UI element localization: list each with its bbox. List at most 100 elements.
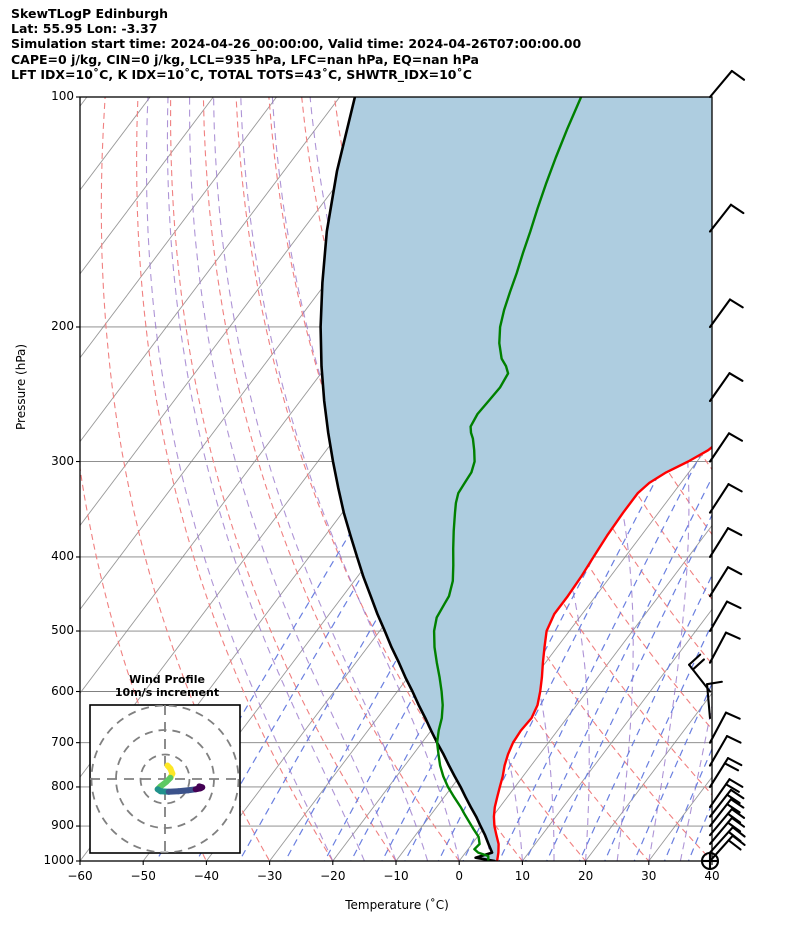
wind-barb <box>708 432 744 463</box>
y-tick-label: 300 <box>51 453 74 468</box>
barb-shaft <box>708 432 731 463</box>
barb-shaft <box>708 631 728 664</box>
barb-shaft <box>708 527 730 559</box>
wind-barb <box>708 527 743 559</box>
wind-barb <box>708 566 743 598</box>
barb-flag <box>725 600 742 610</box>
wind-barb <box>708 298 744 329</box>
cape-shading <box>320 97 712 861</box>
x-tick-label: 40 <box>704 869 720 883</box>
wind-barb <box>708 798 745 828</box>
barb-shaft <box>708 735 729 767</box>
surface-wind-marker <box>700 851 720 871</box>
wind-barb <box>708 816 746 846</box>
barb-flag <box>724 711 741 720</box>
barb-flag <box>726 793 741 805</box>
x-tick-label: −20 <box>320 869 346 883</box>
wind-barb <box>708 600 742 633</box>
y-tick-label: 1000 <box>43 853 74 867</box>
x-tick-label: 30 <box>641 869 657 883</box>
wind-barb <box>708 735 742 767</box>
dry-adiabat-line <box>136 97 334 861</box>
curve-dewpoint <box>432 97 583 861</box>
y-tick-label: 900 <box>51 818 74 833</box>
x-tick-label: −30 <box>256 869 283 883</box>
wind-barb <box>708 631 741 664</box>
x-tick-label: 0 <box>455 869 463 883</box>
y-tick-label: 800 <box>51 778 74 793</box>
barb-flag <box>729 798 745 809</box>
barb-flag <box>726 527 743 537</box>
wind-profile-title: Wind Profile 10m/s increment <box>92 673 242 699</box>
mixing-ratio-line <box>238 128 665 861</box>
barb-flag <box>705 680 723 686</box>
x-axis-label: Temperature (˚C) <box>345 898 449 912</box>
barb-flag <box>726 821 742 833</box>
y-tick-label: 600 <box>51 683 74 698</box>
wind-profile-title-line2: 10m/s increment <box>114 686 220 699</box>
isotherm-line <box>80 97 214 275</box>
dry-adiabat-line <box>728 97 794 877</box>
mixing-ratio-line <box>524 476 712 861</box>
barb-flag <box>728 372 744 382</box>
barb-flag <box>728 298 744 309</box>
barb-flag <box>725 735 742 744</box>
mixing-ratio-line <box>498 430 712 861</box>
isotherm-line <box>80 97 404 527</box>
barb-flag <box>727 432 744 442</box>
dry-adiabat-line <box>235 97 524 861</box>
barb-flag <box>730 816 746 828</box>
header-times: Simulation start time: 2024-04-26_00:00:… <box>11 36 582 52</box>
moist-adiabat-line <box>166 97 365 861</box>
wind-barb <box>708 483 743 514</box>
wind-barb <box>708 203 745 233</box>
isotherm-line <box>522 608 712 861</box>
barb-flag <box>726 803 741 814</box>
isotherm-line <box>585 692 712 861</box>
y-tick-label: 700 <box>51 734 74 749</box>
figure-header: SkewTLogP Edinburgh Lat: 55.95 Lon: -3.3… <box>11 6 771 82</box>
wind-barb <box>708 826 746 854</box>
x-tick-label: −10 <box>383 869 409 883</box>
mixing-ratio-line <box>546 513 712 861</box>
barb-shaft <box>708 600 729 633</box>
wind-barb <box>708 788 745 818</box>
barb-flag <box>727 839 742 851</box>
moist-adiabat-line <box>413 97 590 861</box>
moist-adiabat-line <box>213 97 429 861</box>
moist-adiabat-line <box>189 97 397 861</box>
isotherm-line <box>80 97 277 359</box>
wind-barb <box>708 69 746 99</box>
barb-shaft <box>708 69 733 99</box>
wind-barb <box>708 372 744 403</box>
wind-barb <box>688 653 712 693</box>
dry-adiabat-line <box>202 97 460 861</box>
x-tick-label: −50 <box>130 869 156 883</box>
wind-barb <box>708 808 746 837</box>
y-axis-label: Pressure (hPa) <box>14 343 28 430</box>
header-title: SkewTLogP Edinburgh <box>11 6 169 21</box>
barb-flag <box>726 812 742 824</box>
header-indices: LFT IDX=10˚C, K IDX=10˚C, TOTAL TOTS=43˚… <box>11 66 472 82</box>
x-tick-label: 20 <box>577 869 594 883</box>
wind-profile-title-line1: Wind Profile <box>129 673 205 686</box>
isotherm-line <box>80 97 341 443</box>
mixing-ratio-line <box>578 573 712 861</box>
barb-flag <box>726 566 743 576</box>
barb-flag <box>726 757 743 767</box>
barb-flag <box>724 631 741 640</box>
barb-flag <box>731 826 746 838</box>
barb-flag <box>688 653 702 666</box>
barb-flag <box>728 778 744 788</box>
barb-flag <box>730 808 746 819</box>
barb-flag <box>691 658 705 671</box>
x-tick-label: −40 <box>193 869 220 883</box>
header-latlon: Lat: 55.95 Lon: -3.37 <box>11 21 158 37</box>
barb-shaft <box>708 566 730 598</box>
hodograph-trace-segment <box>196 783 206 791</box>
barb-flag <box>729 203 745 215</box>
barb-shaft <box>708 483 730 514</box>
